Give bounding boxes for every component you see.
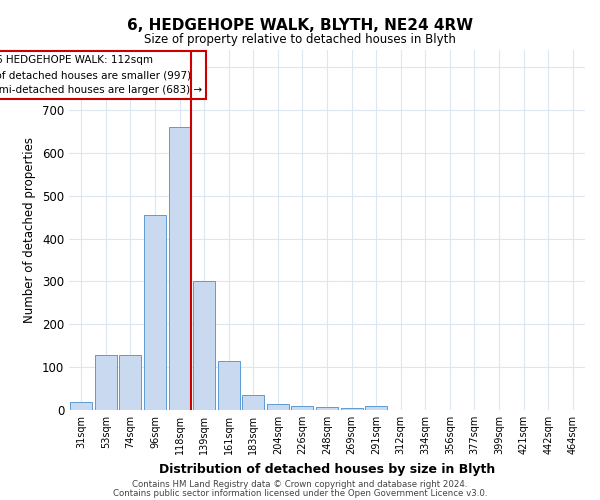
- X-axis label: Distribution of detached houses by size in Blyth: Distribution of detached houses by size …: [159, 462, 495, 475]
- Bar: [365, 406, 387, 410]
- Text: 6 HEDGEHOPE WALK: 112sqm
← 58% of detached houses are smaller (997)
39% of semi-: 6 HEDGEHOPE WALK: 112sqm ← 58% of detach…: [0, 56, 202, 95]
- Bar: [267, 404, 289, 410]
- Bar: [144, 215, 166, 410]
- Bar: [341, 408, 362, 410]
- Bar: [316, 406, 338, 410]
- Bar: [95, 355, 117, 410]
- Text: 6, HEDGEHOPE WALK, BLYTH, NE24 4RW: 6, HEDGEHOPE WALK, BLYTH, NE24 4RW: [127, 18, 473, 32]
- Bar: [292, 406, 313, 410]
- Bar: [193, 282, 215, 410]
- Text: Contains public sector information licensed under the Open Government Licence v3: Contains public sector information licen…: [113, 490, 487, 498]
- Bar: [70, 402, 92, 410]
- Y-axis label: Number of detached properties: Number of detached properties: [23, 137, 37, 323]
- Bar: [242, 395, 265, 410]
- Bar: [169, 127, 191, 410]
- Text: Contains HM Land Registry data © Crown copyright and database right 2024.: Contains HM Land Registry data © Crown c…: [132, 480, 468, 489]
- Bar: [218, 360, 240, 410]
- Text: Size of property relative to detached houses in Blyth: Size of property relative to detached ho…: [144, 32, 456, 46]
- Bar: [119, 355, 142, 410]
